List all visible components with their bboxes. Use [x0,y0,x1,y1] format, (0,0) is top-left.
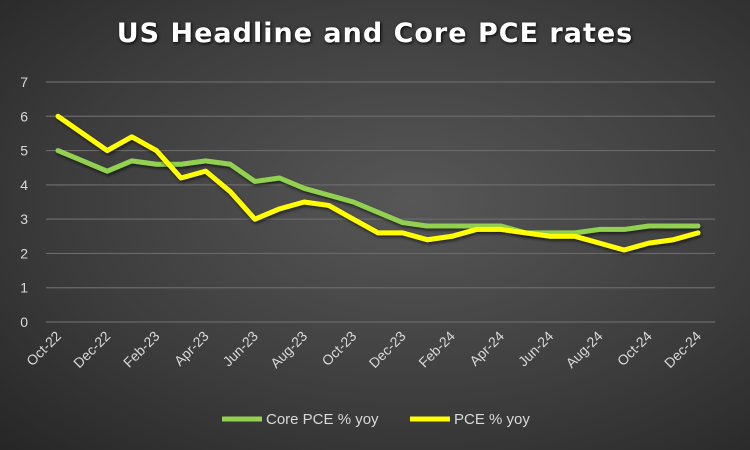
x-tick-label: Feb-23 [120,328,163,371]
y-tick-label: 7 [20,74,28,90]
x-tick-label: Aug-23 [267,328,310,371]
y-tick-label: 5 [20,143,28,159]
chart-title: US Headline and Core PCE rates [116,18,634,49]
x-tick-label: Oct-24 [614,328,655,369]
x-tick-label: Jun-24 [515,328,557,370]
x-tick-label: Jun-23 [219,328,261,370]
y-tick-label: 3 [20,211,28,227]
y-tick-label: 1 [20,280,28,296]
x-tick-label: Dec-23 [366,328,409,371]
y-tick-label: 0 [20,314,28,330]
x-tick-label: Oct-23 [318,328,359,369]
x-tick-label: Oct-22 [23,328,64,369]
x-tick-label: Aug-24 [562,328,605,371]
legend-label: Core PCE % yoy [266,411,379,428]
legend-label: PCE % yoy [454,411,530,428]
x-tick-label: Dec-24 [661,328,704,371]
y-tick-label: 2 [20,245,28,261]
series-line-core-pce [55,148,701,236]
x-tick-label: Apr-24 [466,328,507,369]
y-tick-label: 4 [20,177,28,193]
x-tick-label: Apr-23 [171,328,212,369]
x-tick-label: Feb-24 [415,328,458,371]
x-tick-label: Dec-22 [70,328,113,371]
y-tick-label: 6 [20,108,28,124]
